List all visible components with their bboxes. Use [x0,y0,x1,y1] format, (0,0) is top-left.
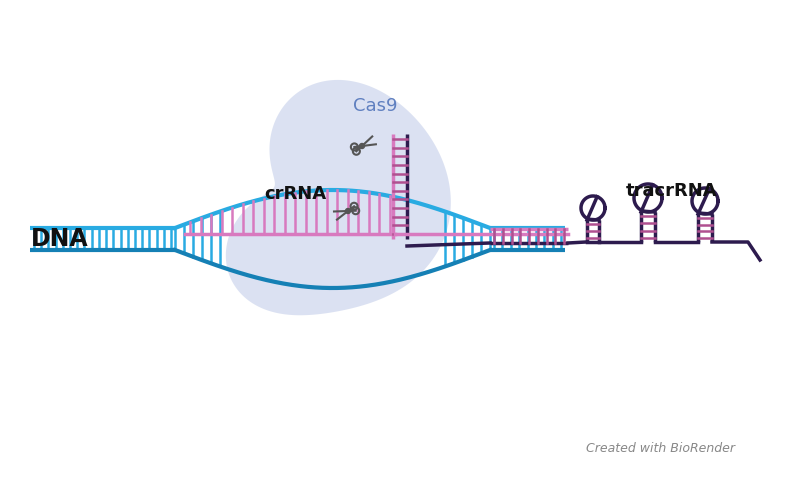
Text: tracrRNA: tracrRNA [626,182,718,200]
Text: crRNA: crRNA [264,185,326,203]
Text: DNA: DNA [31,227,89,251]
Polygon shape [226,80,451,316]
Text: Cas9: Cas9 [352,97,398,115]
Circle shape [360,144,364,149]
Text: Created with BioRender: Created with BioRender [585,443,734,456]
Circle shape [345,209,351,214]
